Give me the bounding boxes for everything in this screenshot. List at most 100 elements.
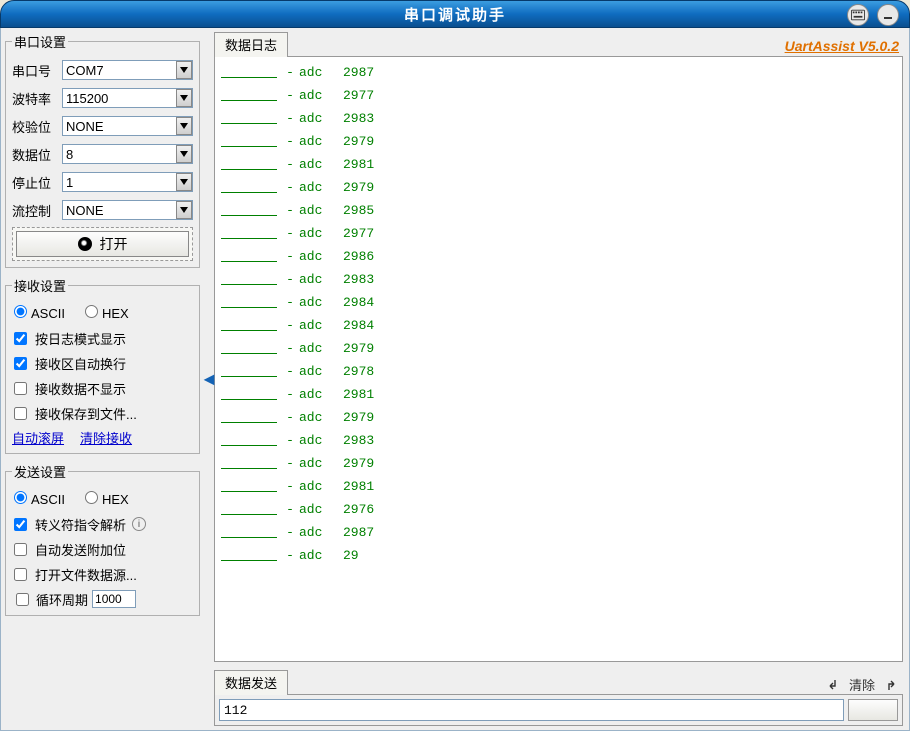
recv-hide-check[interactable] xyxy=(14,382,27,395)
log-underline xyxy=(221,252,277,262)
info-icon[interactable]: i xyxy=(132,517,146,531)
keyboard-icon xyxy=(851,9,865,21)
minimize-button[interactable] xyxy=(877,4,899,26)
port-combo-button[interactable] xyxy=(176,61,192,79)
recv-logmode-check[interactable] xyxy=(14,332,27,345)
chevron-down-icon xyxy=(180,123,188,129)
databits-combo[interactable] xyxy=(62,144,193,164)
baud-combo-button[interactable] xyxy=(176,89,192,107)
flow-combo-button[interactable] xyxy=(176,201,192,219)
log-dash: - xyxy=(281,499,299,521)
recv-links: 自动滚屏 清除接收 xyxy=(12,428,193,447)
log-value: 2983 xyxy=(343,108,374,130)
databits-label: 数据位 xyxy=(12,145,62,164)
flow-combo[interactable] xyxy=(62,200,193,220)
log-line: -adc2979 xyxy=(221,176,896,199)
send-history-down-button[interactable] xyxy=(825,678,839,692)
recv-hide-label: 接收数据不显示 xyxy=(35,379,126,398)
parity-combo-button[interactable] xyxy=(176,117,192,135)
log-tag: adc xyxy=(299,361,343,383)
chevron-down-icon xyxy=(180,207,188,213)
log-underline xyxy=(221,551,277,561)
log-tab[interactable]: 数据日志 xyxy=(214,32,288,57)
log-dash: - xyxy=(281,223,299,245)
log-dash: - xyxy=(281,292,299,314)
recv-savefile-check[interactable] xyxy=(14,407,27,420)
send-autoappend-check[interactable] xyxy=(14,543,27,556)
log-dash: - xyxy=(281,430,299,452)
log-line: -adc2984 xyxy=(221,314,896,337)
log-underline xyxy=(221,229,277,239)
log-line: -adc2979 xyxy=(221,406,896,429)
recv-mode-ascii[interactable]: ASCII xyxy=(12,305,65,321)
send-mode-hex[interactable]: HEX xyxy=(83,491,129,507)
log-tab-head: 数据日志 UartAssist V5.0.2 xyxy=(214,32,903,56)
brand-link[interactable]: UartAssist V5.0.2 xyxy=(785,38,899,54)
log-line: -adc2976 xyxy=(221,498,896,521)
chevron-down-icon xyxy=(180,67,188,73)
send-cycle-row: 循环周期 xyxy=(12,589,193,609)
log-value: 2979 xyxy=(343,407,374,429)
port-label: 串口号 xyxy=(12,61,62,80)
log-dash: - xyxy=(281,384,299,406)
log-underline xyxy=(221,367,277,377)
log-value: 2981 xyxy=(343,476,374,498)
databits-combo-button[interactable] xyxy=(176,145,192,163)
splitter[interactable]: ◀ xyxy=(204,28,214,730)
recv-autowrap-check[interactable] xyxy=(14,357,27,370)
recv-settings-legend: 接收设置 xyxy=(12,276,68,295)
send-mode-hex-radio[interactable] xyxy=(85,491,98,504)
recv-mode-hex-radio[interactable] xyxy=(85,305,98,318)
port-combo[interactable] xyxy=(62,60,193,80)
recv-clear-link[interactable]: 清除接收 xyxy=(80,428,132,447)
main-area: 串口设置 串口号 波特率 校验位 xyxy=(0,28,910,731)
log-line: -adc2984 xyxy=(221,291,896,314)
baud-combo[interactable] xyxy=(62,88,193,108)
send-history-up-button[interactable] xyxy=(885,678,899,692)
send-clear-button[interactable]: 清除 xyxy=(849,675,875,694)
keyboard-icon-button[interactable] xyxy=(847,4,869,26)
open-port-button[interactable]: 打开 xyxy=(16,231,189,257)
stopbits-combo-button[interactable] xyxy=(176,173,192,191)
log-dash: - xyxy=(281,338,299,360)
log-underline xyxy=(221,436,277,446)
send-cycle-value[interactable] xyxy=(92,590,136,608)
log-dash: - xyxy=(281,407,299,429)
send-mode-ascii[interactable]: ASCII xyxy=(12,491,65,507)
send-input[interactable] xyxy=(219,699,844,721)
log-tag: adc xyxy=(299,499,343,521)
recv-autoscroll-link[interactable]: 自动滚屏 xyxy=(12,428,64,447)
recv-mode-ascii-radio[interactable] xyxy=(14,305,27,318)
log-value: 2979 xyxy=(343,177,374,199)
stopbits-combo[interactable] xyxy=(62,172,193,192)
log-value: 2987 xyxy=(343,522,374,544)
log-dash: - xyxy=(281,315,299,337)
log-line: -adc2987 xyxy=(221,521,896,544)
log-dash: - xyxy=(281,453,299,475)
log-tag: adc xyxy=(299,315,343,337)
log-tag: adc xyxy=(299,131,343,153)
log-underline xyxy=(221,298,277,308)
log-dash: - xyxy=(281,476,299,498)
log-dash: - xyxy=(281,522,299,544)
parity-combo[interactable] xyxy=(62,116,193,136)
log-underline xyxy=(221,459,277,469)
send-panel: 数据发送 清除 xyxy=(214,670,903,726)
send-cycle-check[interactable] xyxy=(16,593,29,606)
log-underline xyxy=(221,482,277,492)
recv-mode-hex[interactable]: HEX xyxy=(83,305,129,321)
log-dash: - xyxy=(281,361,299,383)
log-line: -adc29 xyxy=(221,544,896,567)
log-value: 2984 xyxy=(343,292,374,314)
send-button[interactable] xyxy=(848,699,898,721)
title-text: 串口调试助手 xyxy=(404,4,506,25)
log-area[interactable]: -adc2987-adc2977-adc2983-adc2979-adc2981… xyxy=(214,56,903,662)
send-tab[interactable]: 数据发送 xyxy=(214,670,288,695)
collapse-left-icon[interactable]: ◀ xyxy=(204,371,215,388)
send-mode-ascii-radio[interactable] xyxy=(14,491,27,504)
recv-autowrap-label: 接收区自动换行 xyxy=(35,354,126,373)
open-button-wrap: 打开 xyxy=(12,227,193,261)
send-escape-check[interactable] xyxy=(14,518,27,531)
log-line: -adc2987 xyxy=(221,61,896,84)
send-openfile-check[interactable] xyxy=(14,568,27,581)
